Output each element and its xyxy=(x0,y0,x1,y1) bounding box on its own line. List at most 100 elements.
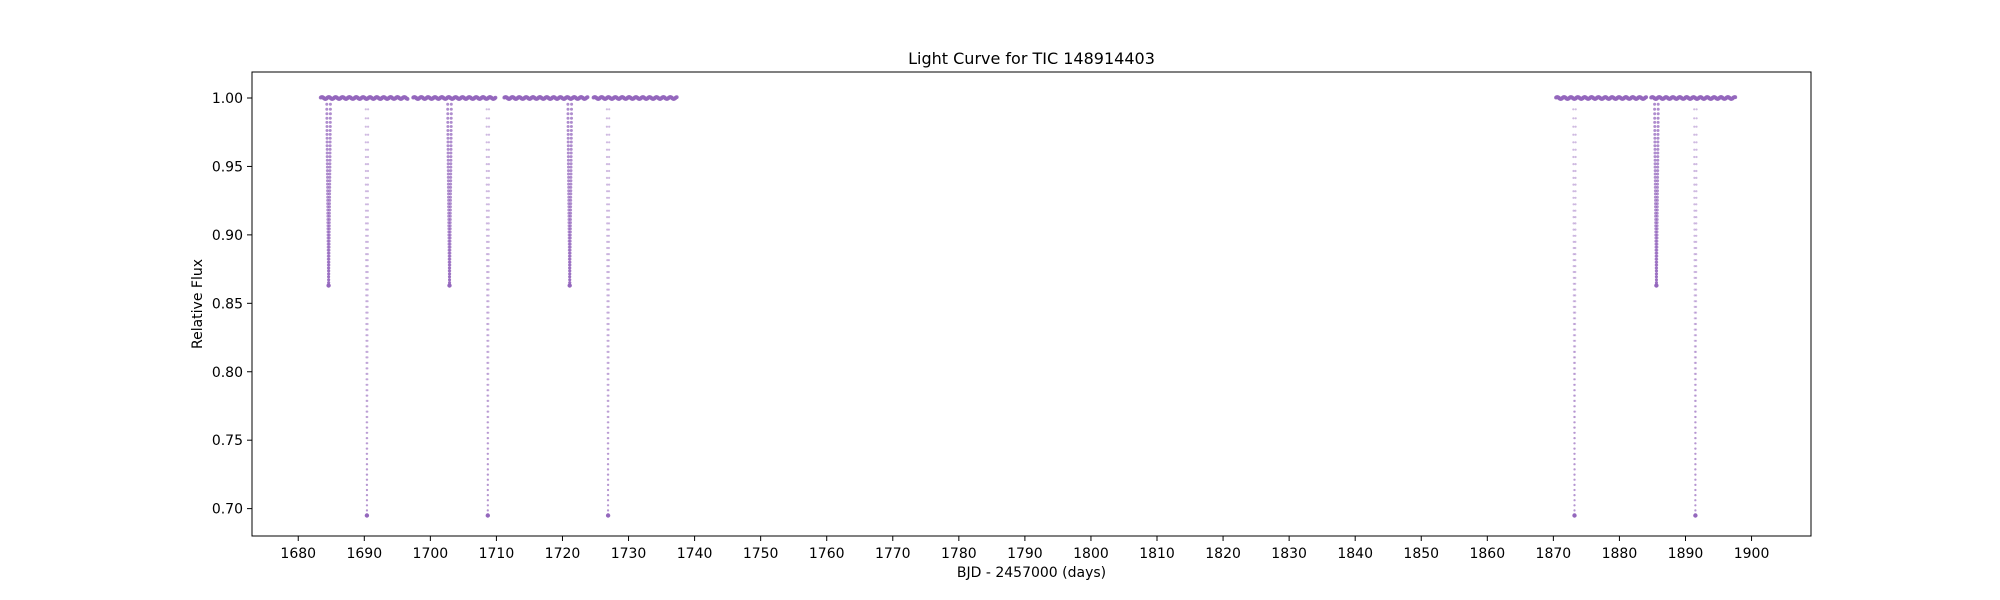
data-point xyxy=(1573,415,1576,419)
data-point xyxy=(566,151,570,155)
data-point xyxy=(487,311,490,314)
data-point xyxy=(1694,447,1697,450)
data-point xyxy=(485,155,488,159)
data-point xyxy=(448,242,452,246)
data-point xyxy=(365,463,368,466)
data-point xyxy=(1693,270,1696,274)
data-point xyxy=(1572,288,1575,291)
data-point xyxy=(365,426,368,429)
data-point xyxy=(1655,245,1659,249)
data-point xyxy=(1733,95,1738,100)
data-point xyxy=(1574,209,1577,212)
data-point xyxy=(365,499,369,502)
data-point xyxy=(1574,294,1577,297)
data-point xyxy=(1573,350,1577,353)
data-point xyxy=(1694,410,1697,413)
data-point xyxy=(493,95,498,100)
data-point xyxy=(608,163,611,166)
data-point xyxy=(607,442,610,445)
x-tick-label: 1800 xyxy=(1073,546,1109,562)
data-point xyxy=(566,129,570,132)
data-point xyxy=(1695,108,1698,111)
data-point xyxy=(486,378,489,381)
data-point xyxy=(606,265,609,268)
data-point xyxy=(487,169,490,173)
data-point xyxy=(1694,504,1697,507)
data-point xyxy=(448,269,452,273)
data-point xyxy=(448,230,452,234)
data-point xyxy=(1574,222,1577,225)
data-point xyxy=(365,494,369,497)
data-point xyxy=(1694,463,1697,466)
data-point xyxy=(364,209,368,212)
data-point xyxy=(325,125,329,128)
data-point xyxy=(607,361,610,364)
data-point xyxy=(366,222,369,225)
data-point xyxy=(1694,452,1697,455)
data-point xyxy=(449,195,452,199)
data-point xyxy=(1574,328,1577,331)
data-point xyxy=(1655,266,1659,270)
data-point xyxy=(1695,125,1698,128)
data-point xyxy=(1572,339,1575,342)
data-point xyxy=(1694,488,1697,492)
data-point xyxy=(449,192,452,196)
data-point xyxy=(1574,345,1577,348)
eclipse-minimum-point xyxy=(1572,513,1577,518)
primary-eclipse xyxy=(605,96,611,518)
data-point xyxy=(1694,311,1698,314)
data-point xyxy=(1574,253,1577,256)
data-point xyxy=(485,253,489,256)
data-point xyxy=(1694,415,1697,419)
data-point xyxy=(487,141,490,144)
data-point xyxy=(366,415,369,419)
data-point xyxy=(1573,473,1576,476)
data-point xyxy=(365,350,368,353)
data-point xyxy=(567,182,571,186)
data-point xyxy=(607,367,610,370)
data-point xyxy=(365,488,368,492)
data-point xyxy=(1653,169,1657,173)
data-point xyxy=(607,473,610,476)
data-point xyxy=(448,260,452,264)
data-point xyxy=(366,294,369,297)
data-point xyxy=(1572,96,1575,100)
data-point xyxy=(487,372,490,375)
data-point xyxy=(487,350,490,353)
data-point xyxy=(1694,322,1698,326)
data-point xyxy=(1573,437,1576,440)
data-point xyxy=(570,102,574,106)
data-point xyxy=(328,202,331,206)
data-point xyxy=(607,437,610,440)
data-point xyxy=(446,165,450,169)
data-point xyxy=(325,102,329,106)
data-point xyxy=(1572,209,1575,212)
data-point xyxy=(607,378,610,381)
data-point xyxy=(448,236,452,240)
data-point xyxy=(485,176,488,179)
data-point xyxy=(608,148,611,151)
data-point xyxy=(405,97,410,101)
data-point xyxy=(364,183,367,186)
data-point xyxy=(364,176,367,179)
data-point xyxy=(365,288,368,291)
data-point xyxy=(1574,96,1577,100)
data-point xyxy=(487,305,490,308)
data-point xyxy=(365,234,368,237)
data-point xyxy=(365,294,368,297)
data-point xyxy=(1573,383,1576,386)
data-point xyxy=(1694,378,1697,381)
data-point xyxy=(1695,176,1698,179)
data-point xyxy=(606,288,609,291)
data-point xyxy=(327,227,331,231)
data-point xyxy=(606,196,609,199)
data-point xyxy=(1694,372,1697,375)
observed-segment xyxy=(411,95,498,101)
data-point xyxy=(449,120,453,124)
data-point xyxy=(1653,102,1657,106)
data-point xyxy=(607,234,611,237)
data-point xyxy=(606,361,609,364)
y-axis-title: Relative Flux xyxy=(190,259,206,349)
data-point xyxy=(1574,265,1577,268)
data-point xyxy=(608,96,611,100)
